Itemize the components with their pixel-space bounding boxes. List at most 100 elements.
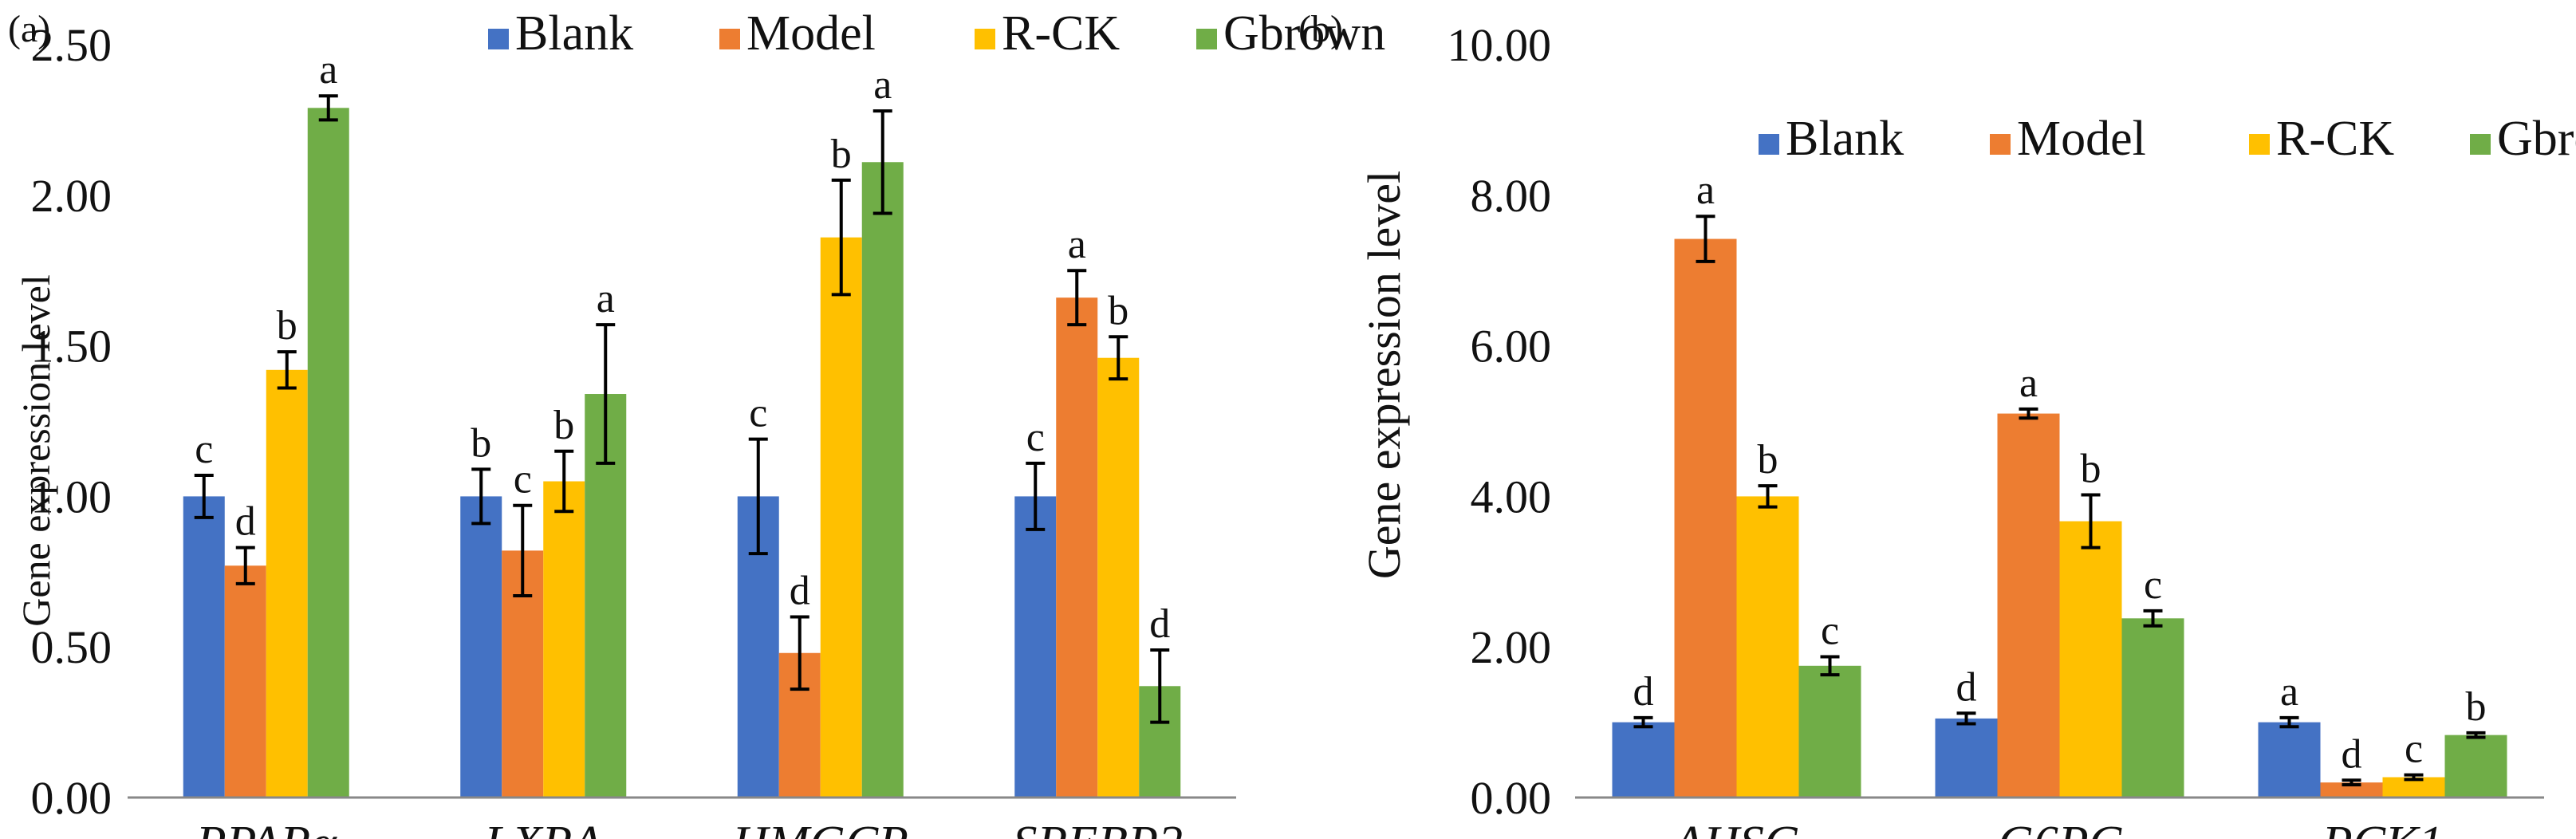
significance-label: b (1758, 437, 1778, 483)
error-bars-a (194, 94, 1170, 724)
bar-model (1674, 238, 1737, 798)
legend-swatch (1990, 134, 2011, 155)
category-label: LXRA (483, 817, 603, 839)
bar-gbrown (1798, 665, 1861, 798)
significance-label: d (790, 568, 810, 613)
significance-label: a (1068, 222, 1086, 267)
significance-label: a (1696, 167, 1715, 213)
bars-b (1612, 238, 2507, 798)
significance-label: b (831, 132, 852, 177)
y-tick-labels-a: 0.00 0.50 1.00 1.50 2.00 2.50 (31, 19, 112, 824)
error-bars-b (1633, 215, 2486, 786)
category-label: AHSG (1670, 817, 1799, 839)
y-axis-label-a: Gene expression level (14, 274, 58, 627)
chart-panel-b: (b) Gene expression level 0.00 2.00 4.00 6.… (1298, 8, 2576, 839)
bar-blank (460, 496, 502, 798)
chart-panel-a: (a) Gene expression level 0.00 0.50 1.00 1.… (8, 6, 1385, 839)
bar-r-ck (2059, 521, 2122, 798)
panel-label-b: (b) (1298, 8, 1343, 50)
significance-label: b (471, 420, 491, 466)
significance-label: d (2342, 731, 2362, 777)
y-tick-label: 0.50 (31, 621, 112, 673)
panel-label-a: (a) (8, 8, 50, 50)
legend-swatch (975, 29, 995, 49)
legend-label: Blank (515, 6, 633, 61)
legend-swatch (488, 29, 509, 49)
significance-label: a (2019, 360, 2038, 406)
category-labels-a: PPARα LXRA HMGCR SREBP2 (195, 817, 1183, 839)
significance-label: c (1026, 415, 1045, 460)
y-tick-label: 4.00 (1471, 471, 1552, 522)
bar-r-ck (543, 481, 585, 798)
bar-blank (183, 496, 225, 798)
category-label: G6PC (1998, 817, 2122, 839)
y-tick-label: 6.00 (1471, 321, 1552, 372)
bar-blank (2258, 722, 2321, 798)
significance-label: b (553, 403, 574, 448)
legend-b: Blank Model R-CK Gbrown (1759, 112, 2576, 166)
category-label: SREBP2 (1013, 817, 1184, 839)
category-label: PPARα (195, 817, 337, 839)
bars-a (183, 108, 1181, 798)
y-tick-label: 2.50 (31, 19, 112, 71)
bar-r-ck (1097, 357, 1140, 798)
bar-model (1997, 413, 2060, 798)
bar-blank (1014, 496, 1057, 798)
bar-blank (1612, 722, 1675, 798)
legend-swatch (2470, 134, 2491, 155)
y-tick-label: 8.00 (1471, 170, 1552, 222)
y-axis-label-b: Gene expression level (1358, 171, 1410, 579)
legend-label: R-CK (1002, 6, 1120, 61)
significance-label: b (2081, 447, 2101, 492)
bar-gbrown (861, 162, 904, 798)
category-label: HMGCR (732, 817, 908, 839)
bar-model (1056, 297, 1098, 798)
bar-r-ck (1736, 496, 1799, 798)
legend-label: Gbrown (1223, 6, 1385, 61)
legend-swatch (719, 29, 740, 49)
bar-gbrown (2444, 735, 2507, 798)
significance-label: a (319, 47, 337, 93)
significance-label: a (873, 62, 892, 108)
y-tick-label: 2.00 (31, 170, 112, 222)
significance-label: a (2280, 669, 2298, 715)
category-labels-b: AHSG G6PC PCK1 (1670, 817, 2443, 839)
bar-model (2320, 782, 2383, 798)
significance-label: b (2466, 684, 2487, 730)
y-tick-label: 1.50 (31, 321, 112, 372)
legend-swatch (2249, 134, 2270, 155)
bar-r-ck (266, 369, 308, 798)
significance-label: d (235, 499, 256, 545)
significance-label: c (2405, 727, 2423, 772)
y-tick-label: 1.00 (31, 471, 112, 522)
bar-model (224, 565, 266, 798)
legend-label: Gbrown (2497, 112, 2576, 166)
legend-label: Model (746, 6, 876, 61)
significance-label: c (2144, 562, 2162, 608)
y-tick-label: 10.00 (1448, 19, 1552, 71)
legend-swatch (1196, 29, 1217, 49)
significance-label: d (1956, 664, 1977, 710)
y-tick-label: 2.00 (1471, 621, 1552, 673)
significance-label: c (1821, 608, 1839, 653)
y-tick-label: 0.00 (1471, 772, 1552, 824)
legend-label: R-CK (2276, 112, 2394, 166)
significance-label: a (597, 276, 615, 321)
y-tick-labels-b: 0.00 2.00 4.00 6.00 8.00 10.00 (1448, 19, 1552, 824)
legend-swatch (1759, 134, 1779, 155)
bar-gbrown (2121, 618, 2184, 798)
bar-r-ck (820, 237, 862, 798)
y-tick-label: 0.00 (31, 772, 112, 824)
bar-gbrown (307, 108, 349, 798)
bar-blank (1935, 718, 1998, 798)
legend-label: Blank (1786, 112, 1904, 166)
significance-label: d (1149, 601, 1170, 647)
significance-label: b (1108, 288, 1128, 333)
significance-label: c (195, 427, 213, 472)
category-label: PCK1 (2322, 817, 2444, 839)
legend-a: Blank Model R-CK Gbrown (488, 6, 1385, 61)
significance-label: d (1633, 669, 1654, 715)
